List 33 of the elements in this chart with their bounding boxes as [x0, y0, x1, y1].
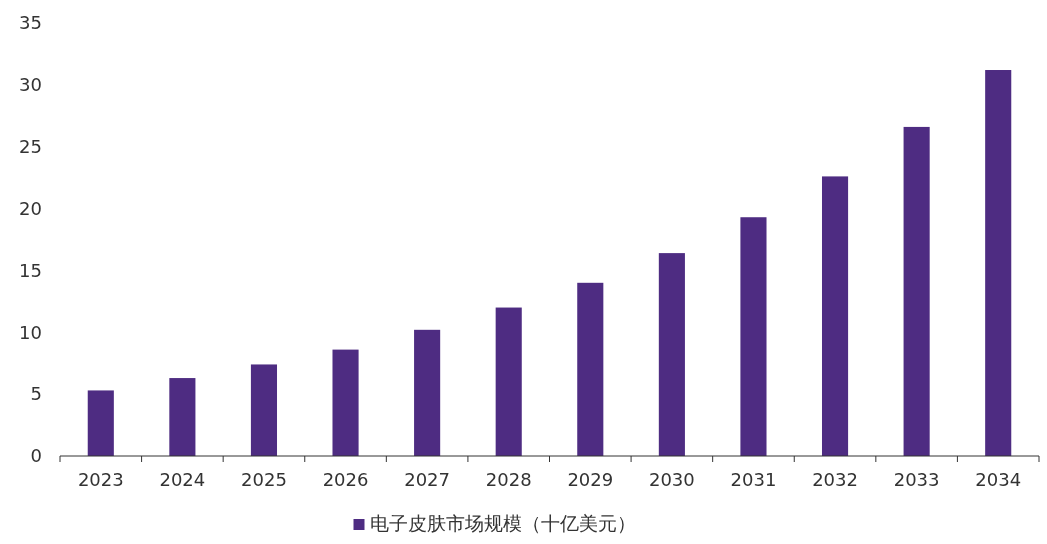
x-tick-label: 2028: [485, 469, 532, 490]
bar: [658, 253, 685, 456]
bar: [414, 329, 441, 456]
y-tick-label: 35: [19, 12, 42, 34]
y-tick-label: 30: [19, 74, 42, 96]
bar: [250, 364, 278, 456]
x-tick-label: 2024: [159, 469, 206, 490]
x-tick-label: 2033: [893, 469, 940, 490]
y-tick-label: 5: [30, 383, 42, 405]
x-tick-label: 2034: [975, 469, 1022, 490]
bar: [332, 349, 359, 456]
x-tick-label: 2029: [567, 469, 614, 490]
bar: [495, 307, 522, 456]
x-tick-label: 2026: [322, 469, 369, 490]
bar: [577, 282, 604, 456]
bar: [985, 70, 1012, 456]
y-tick-label: 25: [19, 136, 42, 158]
bar: [903, 126, 930, 456]
y-tick-label: 0: [30, 445, 42, 467]
x-tick-label: 2032: [812, 469, 858, 490]
x-tick-label: 2025: [241, 469, 287, 490]
y-tick-label: 10: [19, 321, 42, 343]
bar: [821, 176, 849, 456]
bar: [169, 378, 196, 456]
bar: [87, 390, 114, 456]
x-tick-label: 2023: [77, 469, 124, 490]
y-tick-label: 20: [19, 197, 42, 219]
y-tick-label: 15: [19, 259, 42, 281]
legend-label: 电子皮肤市场规模（十亿美元）: [369, 512, 636, 534]
x-tick-label: 2030: [648, 469, 695, 490]
bar: [740, 217, 767, 456]
x-tick-label: 2031: [730, 469, 777, 490]
x-tick-label: 2027: [404, 469, 451, 490]
